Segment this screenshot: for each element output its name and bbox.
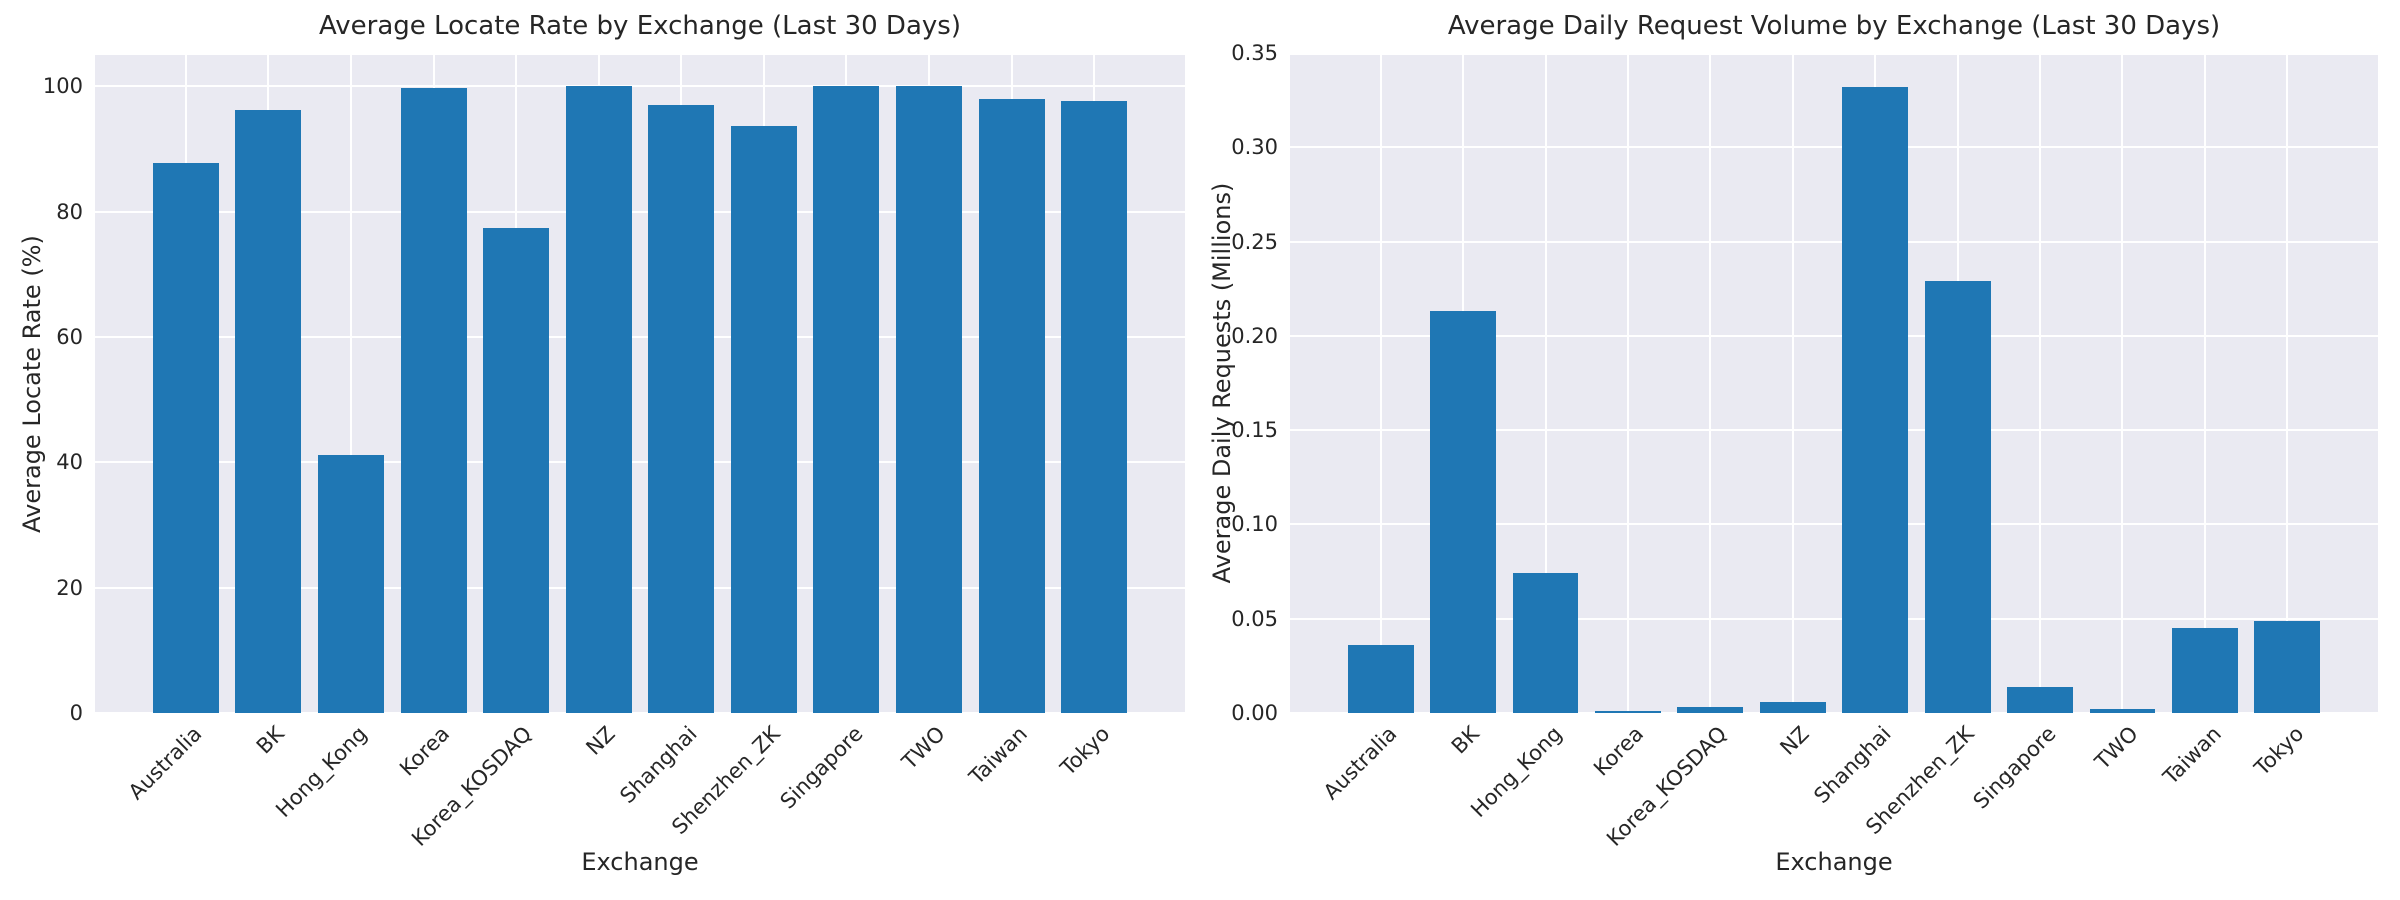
bar-Korea: [400, 87, 467, 713]
x-tick-label: TWO: [897, 721, 950, 775]
h-gridline: [1290, 334, 2378, 337]
h-gridline: [1290, 53, 2378, 55]
bar-Korea_KOSDAQ: [483, 227, 550, 713]
y-tick-label: 0: [69, 701, 83, 725]
bar-Taiwan: [2171, 628, 2238, 713]
x-tick-label: Singapore: [1968, 721, 2061, 814]
x-tick-label: Taiwan: [2158, 721, 2226, 790]
x-tick-label: Australia: [123, 721, 207, 805]
bar-NZ: [565, 86, 632, 713]
x-tick-label: Shanghai: [615, 721, 702, 808]
bar-Shanghai: [1842, 86, 1909, 713]
v-gridline: [1544, 53, 1547, 713]
y-tick-label: 0.30: [1231, 135, 1278, 160]
x-tick-label: NZ: [581, 721, 620, 760]
locate-rate-chart: Average Locate Rate by Exchange (Last 30…: [18, 11, 1185, 876]
bar-Singapore: [2007, 686, 2074, 713]
bar-Korea: [1594, 711, 1661, 713]
v-gridline: [2121, 53, 2124, 713]
y-tick-label: 0.20: [1231, 323, 1278, 348]
y-tick-label: 40: [56, 450, 83, 475]
x-tick-label: NZ: [1775, 721, 1814, 760]
x-tick-label: Australia: [1318, 721, 1402, 805]
y-tick-label: 0.00: [1231, 701, 1278, 725]
y-tick-label: 0.05: [1231, 606, 1278, 631]
bar-BK: [1430, 311, 1497, 713]
bar-Shanghai: [648, 104, 715, 713]
h-gridline: [95, 586, 1185, 589]
v-gridline: [1626, 53, 1629, 713]
x-tick-label: BK: [1446, 721, 1484, 759]
h-gridline: [95, 210, 1185, 213]
bar-Australia: [152, 162, 219, 713]
h-gridline: [95, 85, 1185, 88]
x-tick-label: Singapore: [775, 721, 868, 814]
bar-Singapore: [813, 86, 880, 713]
bar-NZ: [1759, 701, 1826, 713]
h-gridline: [1290, 523, 2378, 526]
h-gridline: [1290, 146, 2378, 149]
plot-area: [95, 55, 1185, 714]
x-tick-label: Shanghai: [1809, 721, 1896, 808]
bar-Hong_Kong: [1512, 573, 1579, 713]
h-gridline: [1290, 617, 2378, 620]
h-gridline: [1290, 429, 2378, 432]
y-tick-label: 0.25: [1231, 229, 1278, 254]
request-volume-chart: Average Daily Request Volume by Exchange…: [1200, 0, 2400, 900]
y-tick-label: 60: [56, 325, 83, 349]
x-tick-label: Tokyo: [1056, 721, 1115, 781]
bar-Tokyo: [1061, 101, 1128, 713]
y-tick-label: 0.10: [1231, 512, 1278, 537]
plot-area: [1290, 53, 2378, 714]
bar-TWO: [895, 86, 963, 713]
y-axis-label: Average Locate Rate (%): [18, 235, 46, 533]
v-gridline: [2203, 53, 2206, 713]
bar-Australia: [1347, 645, 1414, 713]
bar-BK: [235, 109, 302, 713]
x-tick-label: BK: [252, 721, 289, 759]
x-tick-label: Korea: [395, 721, 455, 781]
y-tick-label: 20: [56, 575, 83, 600]
h-gridline: [95, 712, 1185, 714]
x-tick-label: Tokyo: [2249, 721, 2308, 781]
x-tick-label: TWO: [2090, 721, 2144, 775]
bar-Korea_KOSDAQ: [1677, 707, 1744, 713]
v-gridline: [2286, 53, 2289, 713]
bar-Shenzhen_ZK: [1924, 281, 1991, 713]
h-gridline: [95, 461, 1185, 464]
y-tick-label: 0.35: [1231, 41, 1278, 65]
y-tick-label: 80: [56, 199, 83, 224]
bar-Shenzhen_ZK: [730, 126, 797, 713]
x-tick-label: Korea: [1589, 721, 1649, 781]
y-tick-label: 0.15: [1231, 418, 1278, 443]
x-axis-label: Exchange: [581, 848, 699, 876]
y-tick-label: 100: [42, 74, 83, 99]
v-gridline: [2039, 53, 2042, 713]
x-tick-label: Taiwan: [964, 721, 1033, 790]
v-gridline: [349, 55, 352, 713]
v-gridline: [1709, 53, 1712, 713]
h-gridline: [95, 336, 1185, 338]
bar-Hong_Kong: [317, 454, 384, 713]
h-gridline: [1290, 712, 2378, 714]
bar-Taiwan: [978, 98, 1045, 713]
bar-TWO: [2089, 709, 2156, 713]
h-gridline: [1290, 240, 2378, 243]
bar-Tokyo: [2254, 620, 2321, 713]
v-gridline: [1791, 53, 1794, 713]
v-gridline: [1379, 53, 1382, 713]
chart-title: Average Daily Request Volume by Exchange…: [1447, 11, 2221, 41]
chart-title: Average Locate Rate by Exchange (Last 30…: [319, 11, 961, 41]
x-axis-label: Exchange: [1775, 848, 1893, 876]
